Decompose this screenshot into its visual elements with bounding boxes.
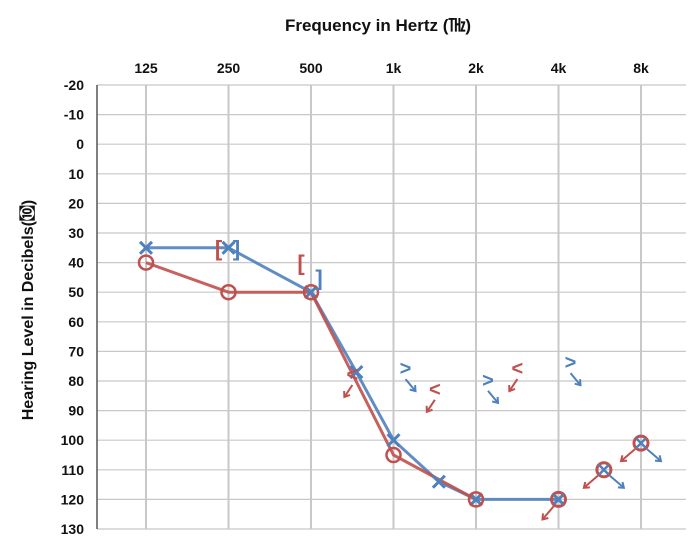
y-tick-labels: -20 -10 0 10 20 30 40 50 60 70 80 90 100 110 120 130 [61, 77, 85, 537]
y-tick-label: 50 [68, 284, 84, 300]
bone-nr-arrow-head [574, 379, 582, 387]
bone-no-response-left: > [482, 370, 494, 392]
bone-no-response-left: > [565, 352, 577, 374]
x-marker [431, 474, 446, 489]
y-tick-label: 70 [68, 343, 84, 359]
y-tick-label: 20 [68, 195, 84, 211]
y-tick-label: 40 [68, 255, 84, 271]
y-tick-label: 110 [61, 462, 84, 478]
y-tick-label: -20 [64, 77, 84, 93]
nr-arrow-red [541, 504, 556, 521]
y-tick-label: 60 [68, 314, 84, 330]
overlay-x-marker [635, 437, 647, 450]
bone-nr-arrow-head [491, 396, 500, 405]
bone-nr-arrow [508, 378, 519, 393]
nr-arrow-red-shaft [583, 475, 599, 489]
bone-nr-arrow [343, 384, 354, 399]
x-tick-label: 250 [217, 60, 241, 76]
bone-nr-arrow [404, 378, 417, 393]
bone-nr-arrow [569, 372, 582, 387]
y-tick-label: 10 [68, 166, 84, 182]
nr-arrow-red [582, 475, 599, 489]
bone-nr-arrow-shaft [404, 378, 417, 392]
x-tick-label: 2k [468, 60, 484, 76]
circle-marker [467, 491, 485, 508]
x-tick-label: 500 [299, 60, 323, 76]
y-tick-label: 100 [61, 432, 85, 448]
y-tick-label: 80 [68, 373, 84, 389]
circle-marker [385, 446, 402, 464]
circle-marker [137, 254, 155, 271]
bone-no-response-right: < [429, 379, 441, 401]
x-marker [386, 433, 401, 448]
x-tick-label: 8k [633, 60, 649, 76]
x-tick-label: 4k [551, 60, 567, 76]
circle-marker [220, 283, 237, 301]
nr-arrow-red-head [541, 513, 549, 521]
y-tick-label: 130 [61, 521, 85, 537]
x-marker [138, 240, 154, 255]
overlay-circle-marker [595, 461, 613, 479]
nr-arrow-red-head [619, 455, 628, 463]
nr-arrow-red-shaft [541, 504, 556, 521]
bone-bracket-left: [ [297, 251, 305, 276]
x-tick-label: 125 [134, 60, 158, 76]
x-marker [349, 365, 364, 380]
bone-nr-arrow-shaft [426, 399, 436, 413]
nr-arrow-blue [609, 475, 626, 489]
y-tick-label: -10 [64, 107, 84, 123]
bone-nr-arrow [487, 390, 500, 405]
y-axis-label: Hearing Level in Decibels(㉈) [18, 200, 37, 421]
bone-nr-arrow-shaft [343, 384, 354, 398]
nr-arrow-red-head [582, 481, 590, 489]
nr-arrow-red-shaft [620, 448, 636, 462]
nr-arrow-blue-shaft [609, 475, 625, 489]
y-tick-label: 0 [76, 136, 84, 152]
y-tick-label: 120 [61, 491, 85, 507]
nr-arrow-red [619, 448, 636, 463]
x-marker [468, 492, 484, 507]
y-tick-label: 30 [68, 225, 84, 241]
bone-nr-arrow-shaft [508, 378, 519, 392]
x-marker [221, 240, 236, 255]
overlay-x-marker [597, 463, 610, 476]
nr-arrow-blue-shaft [646, 448, 662, 462]
bone-nr-arrow [425, 399, 436, 414]
circle-marker [302, 283, 320, 301]
x-tick-labels: 125 250 500 1k 2k 4k 8k [134, 60, 649, 76]
bone-nr-arrow-head [409, 385, 417, 393]
bone-no-response-left: > [400, 358, 412, 380]
bone-nr-arrow-shaft [487, 390, 499, 404]
nr-arrow-blue-head [617, 481, 626, 489]
series-markers [137, 240, 663, 521]
overlay-x-marker [552, 493, 565, 506]
bone-nr-arrow-head [425, 405, 433, 414]
bone-no-response-right: < [512, 358, 524, 380]
overlay-circle-marker [632, 434, 650, 452]
bone-bracket-right: ] [233, 236, 240, 261]
nr-arrow-blue [646, 448, 663, 463]
x-tick-label: 1k [386, 60, 402, 76]
nr-arrow-blue-head [654, 455, 663, 463]
bone-nr-arrow-head [508, 385, 516, 393]
x-marker [303, 285, 319, 300]
bone-no-response-right: < [347, 364, 359, 386]
bone-conduction-symbols: [] [] < > < > < > [215, 236, 577, 401]
overlay-circle-marker [550, 490, 567, 508]
bone-bracket-right: ] [315, 265, 322, 290]
chart-title: Frequency in Hertz (㎔) [285, 16, 471, 35]
bone-bracket-left: [ [215, 236, 223, 261]
bone-nr-arrow-head [343, 390, 351, 399]
y-tick-label: 90 [68, 403, 84, 419]
bone-nr-arrow-shaft [569, 372, 582, 386]
